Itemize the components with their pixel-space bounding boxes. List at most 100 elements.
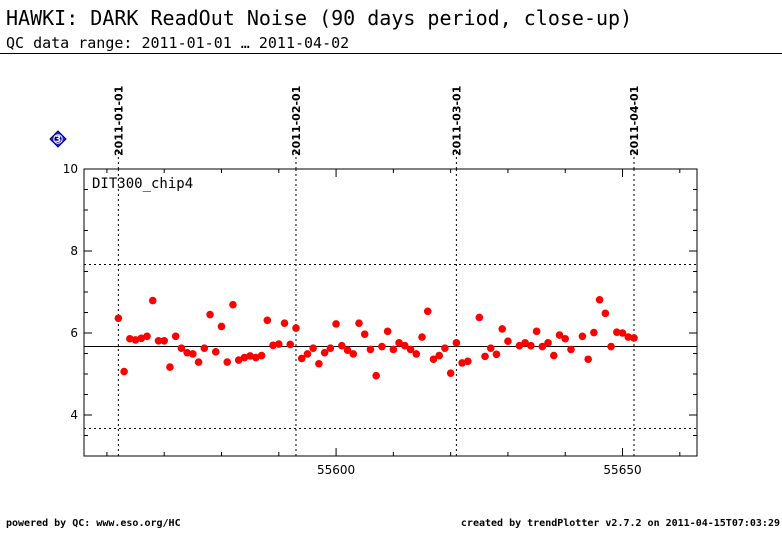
data-point bbox=[280, 319, 289, 327]
data-point bbox=[521, 339, 529, 347]
data-point bbox=[154, 336, 163, 345]
data-point bbox=[435, 351, 443, 360]
data-point bbox=[246, 352, 254, 360]
data-point bbox=[492, 350, 501, 359]
data-point bbox=[326, 344, 335, 352]
plot-axes: 4 6 8 10 55600 55650 bbox=[63, 162, 698, 477]
data-point bbox=[309, 344, 317, 352]
data-point bbox=[555, 331, 564, 339]
data-point bbox=[475, 313, 484, 322]
data-point bbox=[549, 351, 558, 360]
data-point bbox=[389, 345, 398, 354]
data-point bbox=[486, 344, 495, 352]
badge-diamond-icon[interactable]: 3 bbox=[49, 130, 67, 148]
badge-circle bbox=[53, 134, 63, 144]
data-point bbox=[200, 344, 209, 352]
data-point bbox=[481, 352, 489, 361]
date-marker-label: 2011-01-01 bbox=[112, 86, 125, 156]
data-point bbox=[332, 320, 340, 328]
data-point bbox=[274, 340, 283, 348]
data-point bbox=[240, 353, 249, 362]
data-point bbox=[578, 332, 587, 341]
data-point bbox=[183, 348, 191, 357]
date-marker-label: 2011-03-01 bbox=[450, 86, 463, 156]
title-divider bbox=[0, 53, 782, 54]
page-title: HAWKI: DARK ReadOut Noise (90 days perio… bbox=[6, 6, 633, 30]
data-point bbox=[189, 350, 197, 358]
data-point bbox=[223, 358, 232, 366]
data-point bbox=[498, 325, 507, 333]
data-point bbox=[412, 350, 421, 358]
data-point bbox=[395, 339, 403, 347]
data-point bbox=[263, 316, 272, 325]
reference-lines bbox=[84, 264, 697, 430]
footer-powered-by: powered by QC: www.eso.org/HC bbox=[6, 518, 181, 529]
data-point bbox=[406, 345, 415, 354]
data-point bbox=[286, 340, 295, 349]
data-point bbox=[366, 345, 375, 354]
data-point bbox=[527, 341, 535, 350]
data-point bbox=[229, 300, 237, 309]
data-point bbox=[441, 344, 449, 352]
data-point bbox=[584, 355, 592, 364]
data-point bbox=[269, 341, 277, 350]
data-point bbox=[355, 319, 363, 327]
data-point bbox=[148, 296, 157, 305]
y-tick-label: 8 bbox=[70, 244, 78, 258]
page-subtitle: QC data range: 2011-01-01 … 2011-04-02 bbox=[6, 34, 350, 52]
data-point bbox=[607, 342, 615, 351]
data-point bbox=[211, 348, 220, 356]
x-tick-label: 55650 bbox=[603, 463, 641, 477]
data-point bbox=[458, 359, 466, 367]
data-point bbox=[257, 351, 266, 360]
data-point bbox=[160, 336, 169, 345]
data-point bbox=[137, 334, 146, 343]
data-point bbox=[177, 344, 186, 352]
data-point bbox=[114, 314, 123, 323]
data-points bbox=[114, 295, 638, 380]
data-point bbox=[292, 324, 300, 332]
data-point bbox=[206, 310, 214, 319]
data-point bbox=[561, 334, 570, 343]
data-point bbox=[612, 328, 621, 336]
data-point bbox=[217, 322, 226, 331]
panel-label: DIT300_chip4 bbox=[92, 176, 193, 192]
data-point bbox=[446, 369, 455, 377]
data-point bbox=[567, 345, 575, 354]
data-point bbox=[624, 333, 633, 341]
date-marker-label: 2011-02-01 bbox=[290, 86, 303, 156]
badge-label: 3 bbox=[55, 135, 61, 145]
footer-created-by: created by trendPlotter v2.7.2 on 2011-0… bbox=[460, 518, 780, 529]
data-point bbox=[504, 337, 512, 346]
data-point bbox=[252, 353, 260, 362]
data-point bbox=[378, 342, 386, 351]
y-tick-label: 10 bbox=[63, 162, 78, 176]
data-point bbox=[590, 328, 598, 337]
data-point bbox=[538, 342, 547, 351]
data-point bbox=[401, 341, 409, 350]
data-point bbox=[532, 327, 541, 336]
data-point bbox=[126, 334, 134, 343]
data-point bbox=[372, 371, 380, 380]
data-point bbox=[303, 350, 312, 358]
data-point bbox=[418, 333, 426, 341]
data-point bbox=[143, 332, 151, 341]
data-point bbox=[464, 357, 472, 366]
y-tick-label: 6 bbox=[70, 326, 78, 340]
data-point bbox=[360, 330, 369, 339]
data-point bbox=[131, 336, 140, 344]
data-point bbox=[423, 307, 432, 316]
data-point bbox=[120, 367, 128, 376]
data-point bbox=[544, 339, 552, 347]
data-point bbox=[601, 309, 610, 318]
data-point bbox=[234, 356, 243, 364]
data-point bbox=[315, 359, 323, 368]
data-point bbox=[349, 350, 358, 358]
data-point bbox=[297, 354, 306, 363]
data-point bbox=[515, 341, 524, 350]
data-point bbox=[166, 363, 174, 371]
data-point bbox=[630, 334, 638, 342]
data-point bbox=[320, 348, 329, 357]
data-point bbox=[383, 327, 392, 336]
